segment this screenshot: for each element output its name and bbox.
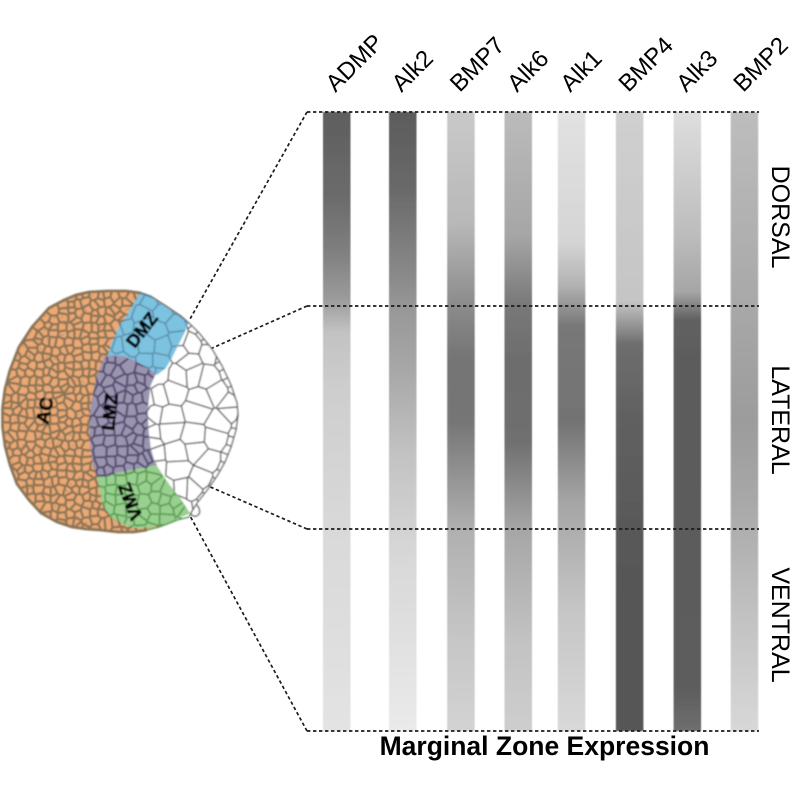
svg-text:VENTRAL: VENTRAL: [766, 567, 794, 682]
svg-text:Marginal Zone Expression: Marginal Zone Expression: [380, 731, 710, 761]
svg-text:DORSAL: DORSAL: [766, 166, 794, 269]
svg-text:LATERAL: LATERAL: [766, 365, 794, 474]
svg-text:LMZ: LMZ: [98, 393, 122, 432]
